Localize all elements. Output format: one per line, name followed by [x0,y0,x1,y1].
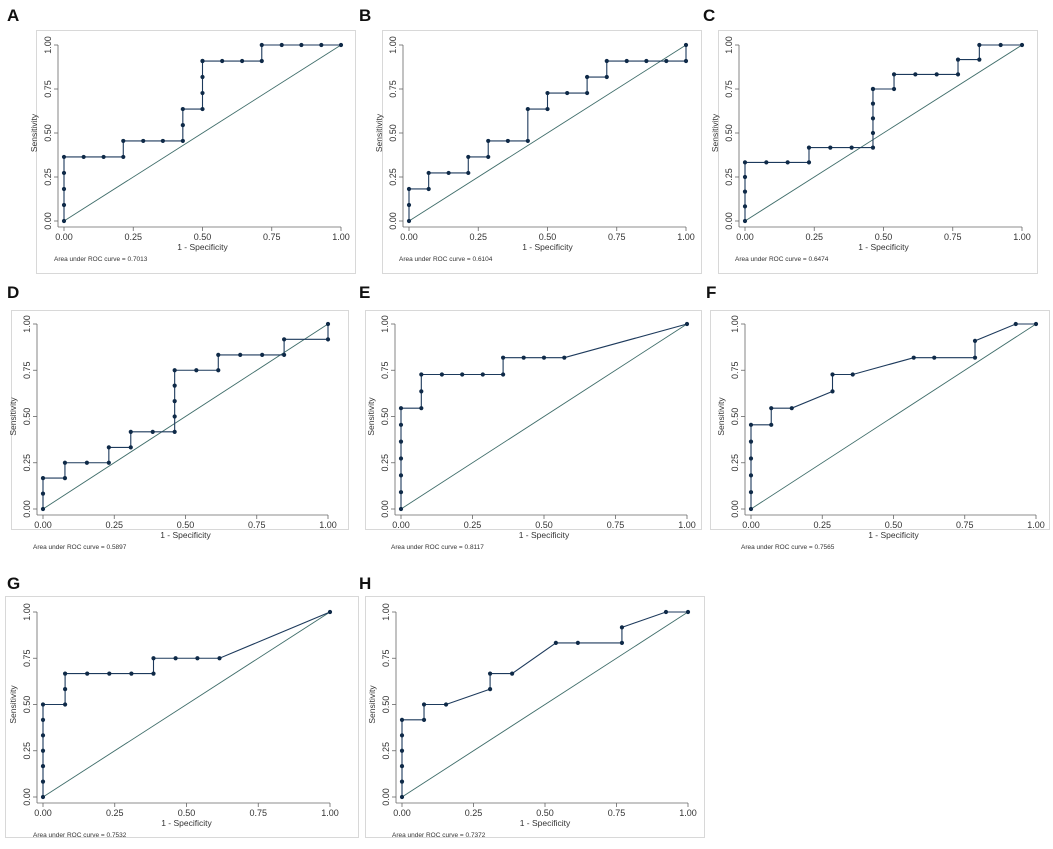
plot-frame [710,310,1050,530]
x-axis-title: 1 - Specificity [868,530,919,540]
panel-label: B [359,6,372,25]
plot-frame [5,596,359,838]
panel-label: A [7,6,20,25]
auc-label: Area under ROC curve = 0.7565 [741,544,835,551]
panel-label: H [359,574,372,593]
x-axis-title: 1 - Specificity [519,530,570,540]
plot-frame [365,310,702,530]
panel-label: E [359,283,371,302]
panel-label: C [703,6,716,25]
auc-label: Area under ROC curve = 0.8117 [391,544,484,551]
plot-frame [718,30,1038,274]
plot-frame [365,596,705,838]
x-axis-title: 1 - Specificity [160,530,211,540]
plot-frame [36,30,356,274]
panel-label: G [7,574,21,593]
panel-label: F [706,283,717,302]
panel-label: D [7,283,20,302]
plot-frame [382,30,702,274]
auc-label: Area under ROC curve = 0.5897 [33,544,127,551]
plot-frame [11,310,349,530]
